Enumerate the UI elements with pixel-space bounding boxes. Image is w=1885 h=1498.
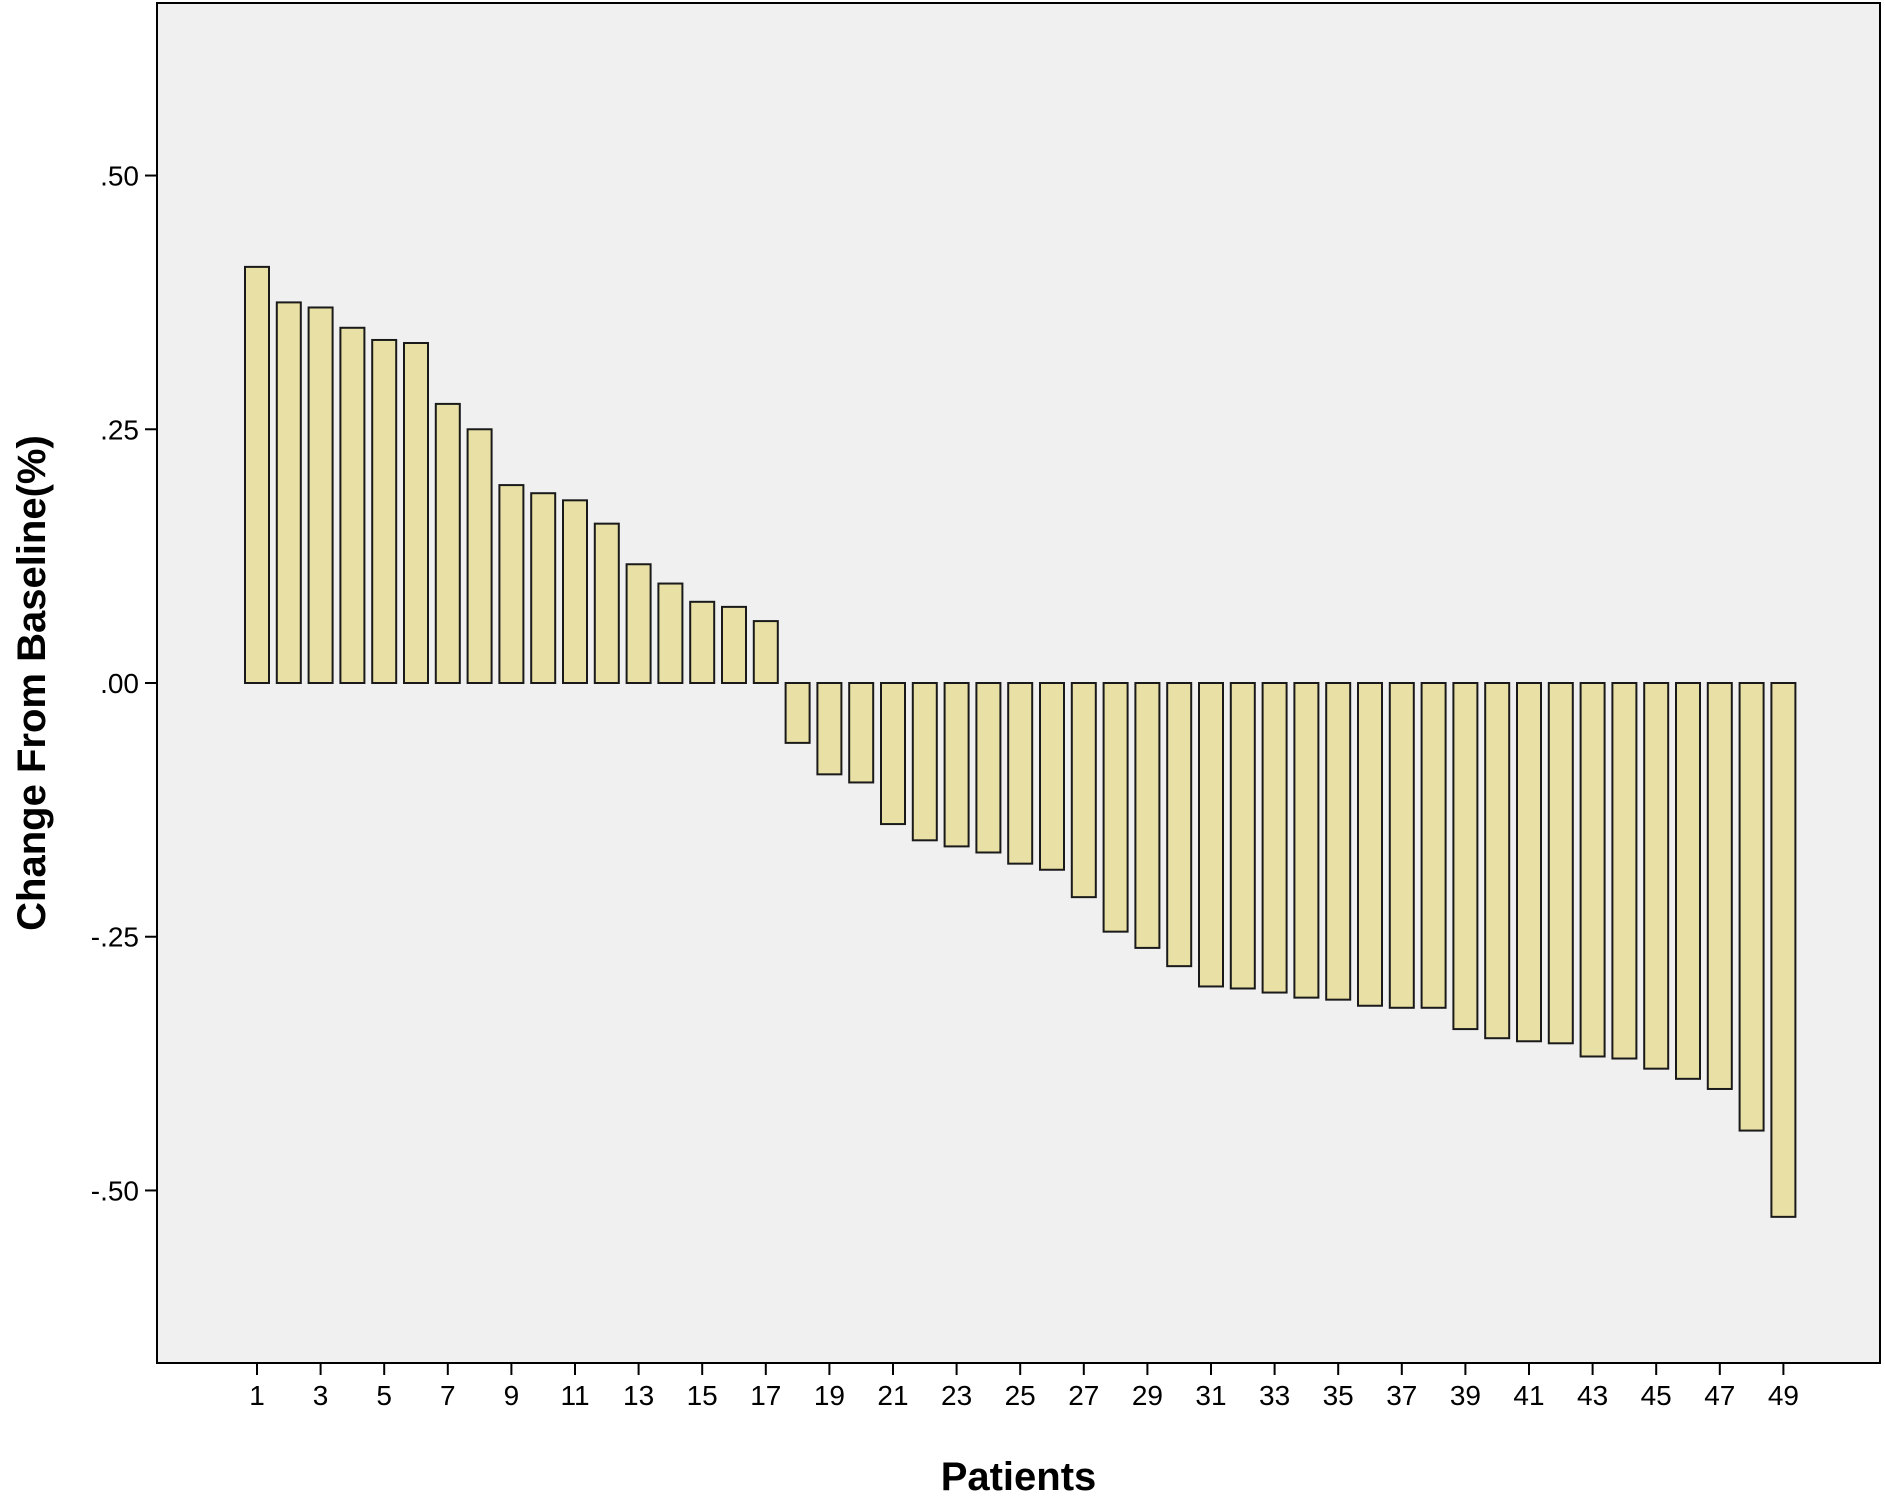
- bar-patient-15: [689, 600, 716, 684]
- bar-patient-33: [1261, 682, 1288, 994]
- x-tick-label: 33: [1259, 1380, 1290, 1411]
- x-tick-label: 19: [814, 1380, 845, 1411]
- bar-patient-32: [1229, 682, 1256, 990]
- x-tick-label: 1: [249, 1380, 265, 1411]
- x-tick-label: 47: [1704, 1380, 1735, 1411]
- y-tick-label: .25: [100, 414, 139, 445]
- x-axis-ticks: 1 3 5 7 9 11 13 15 17 19 21 23 25 27 29 31 33 35 37 39 41 43 4…: [249, 1363, 1799, 1411]
- bar-patient-22: [911, 682, 938, 842]
- x-tick-label: 39: [1450, 1380, 1481, 1411]
- bar-patient-37: [1388, 682, 1415, 1009]
- y-tick-label: .50: [100, 161, 139, 192]
- bar-patient-1: [244, 265, 270, 684]
- bar-patient-24: [975, 682, 1002, 854]
- bar-patient-5: [371, 338, 398, 684]
- x-tick-label: 13: [623, 1380, 654, 1411]
- x-tick-label: 11: [560, 1380, 589, 1411]
- bar-patient-38: [1420, 682, 1447, 1009]
- y-tick-label: .00: [100, 668, 139, 699]
- x-tick-label: 31: [1195, 1380, 1226, 1411]
- x-tick-label: 7: [440, 1380, 456, 1411]
- bar-patient-46: [1675, 682, 1701, 1080]
- bar-patient-44: [1611, 682, 1638, 1060]
- x-tick-label: 41: [1513, 1380, 1544, 1411]
- bar-patient-11: [562, 499, 588, 684]
- bar-patient-28: [1102, 682, 1129, 933]
- bar-patient-8: [466, 428, 493, 684]
- x-tick-label: 45: [1641, 1380, 1672, 1411]
- bar-patient-19: [816, 682, 843, 776]
- bar-patient-42: [1547, 682, 1574, 1045]
- bar-patient-45: [1643, 682, 1670, 1070]
- bar-patient-10: [530, 492, 557, 684]
- bar-patient-30: [1166, 682, 1193, 968]
- bar-patient-36: [1357, 682, 1383, 1007]
- x-tick-label: 15: [687, 1380, 718, 1411]
- bar-patient-35: [1325, 682, 1352, 1001]
- bar-patient-29: [1134, 682, 1161, 949]
- bar-patient-47: [1706, 682, 1733, 1090]
- bar-patient-48: [1738, 682, 1765, 1132]
- y-tick-label: -.50: [91, 1175, 139, 1206]
- bar-patient-6: [403, 342, 429, 684]
- x-axis-label: Patients: [941, 1455, 1097, 1498]
- bar-patient-4: [339, 326, 366, 684]
- bar-patient-3: [307, 306, 334, 684]
- x-tick-label: 43: [1577, 1380, 1608, 1411]
- bar-patient-18: [784, 682, 811, 744]
- bars-group: [244, 265, 1797, 1218]
- bar-patient-2: [275, 301, 302, 684]
- bar-patient-13: [625, 563, 652, 684]
- bar-patient-43: [1579, 682, 1606, 1058]
- x-tick-label: 5: [376, 1380, 392, 1411]
- x-tick-label: 29: [1132, 1380, 1163, 1411]
- bar-patient-21: [880, 682, 906, 826]
- bar-patient-27: [1070, 682, 1097, 899]
- bar-patient-16: [721, 605, 747, 685]
- y-axis-label: Change From Baseline(%): [10, 435, 54, 931]
- bar-patient-7: [434, 402, 461, 684]
- bar-patient-14: [657, 582, 684, 684]
- bar-patient-20: [848, 682, 875, 784]
- bar-patient-34: [1293, 682, 1320, 999]
- x-tick-label: 9: [504, 1380, 520, 1411]
- bar-patient-26: [1039, 682, 1065, 871]
- bar-patient-23: [943, 682, 970, 848]
- bar-patient-49: [1770, 682, 1797, 1218]
- x-tick-label: 37: [1386, 1380, 1417, 1411]
- bar-patient-41: [1516, 682, 1542, 1043]
- bar-patient-12: [593, 522, 620, 684]
- x-tick-label: 21: [877, 1380, 908, 1411]
- bar-patient-39: [1452, 682, 1479, 1031]
- x-tick-label: 17: [750, 1380, 781, 1411]
- x-tick-label: 3: [313, 1380, 329, 1411]
- x-tick-label: 27: [1068, 1380, 1099, 1411]
- x-tick-label: 25: [1005, 1380, 1036, 1411]
- bar-patient-40: [1484, 682, 1511, 1040]
- bar-patient-17: [752, 620, 779, 685]
- y-axis-ticks: .50 .25 .00 -.25 -.50: [91, 161, 157, 1206]
- bar-patient-9: [498, 484, 525, 684]
- x-tick-label: 23: [941, 1380, 972, 1411]
- x-tick-label: 35: [1323, 1380, 1354, 1411]
- bar-patient-25: [1007, 682, 1034, 865]
- bar-patient-31: [1198, 682, 1224, 988]
- x-tick-label: 49: [1768, 1380, 1799, 1411]
- y-tick-label: -.25: [91, 922, 139, 953]
